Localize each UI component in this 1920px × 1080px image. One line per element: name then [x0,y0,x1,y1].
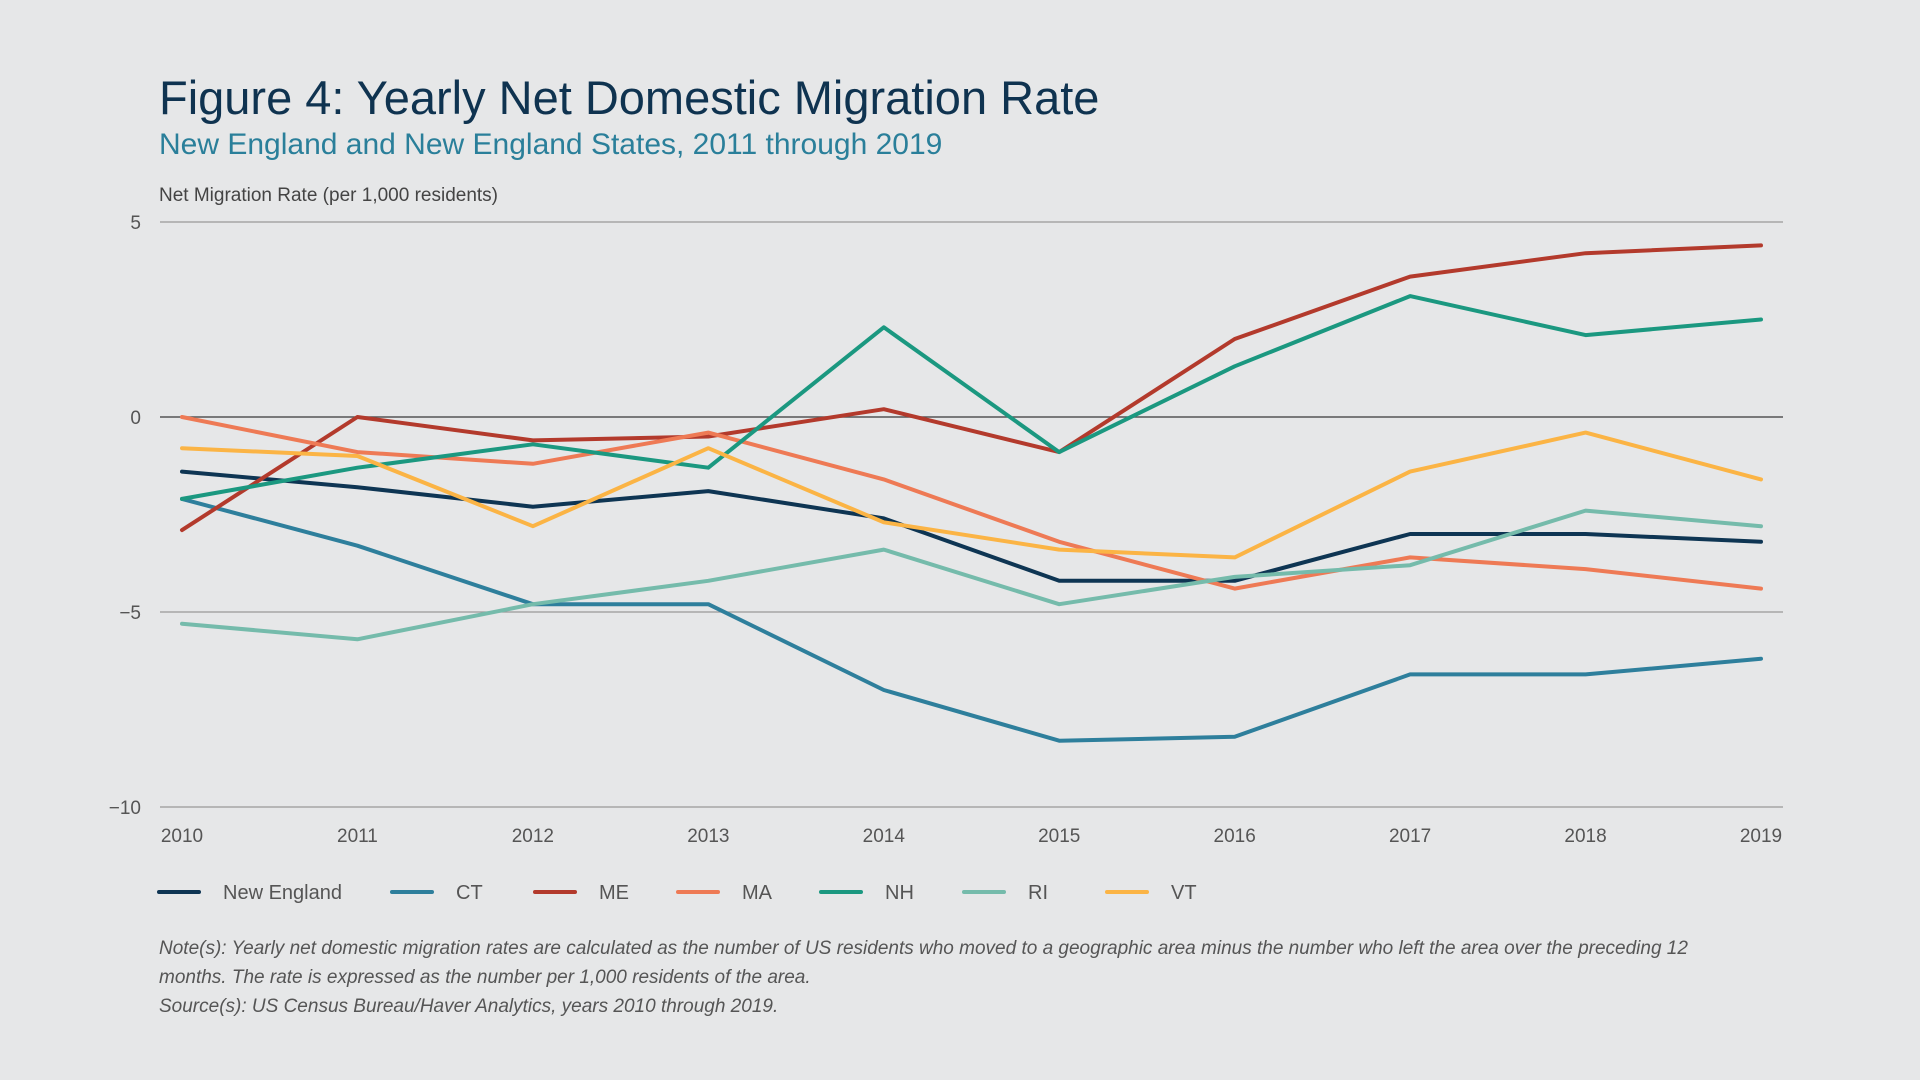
y-tick-label: 5 [130,213,141,234]
series-line-me [180,243,1763,533]
y-axis-ticks: 5 0 −5 −10 [109,213,141,819]
gridlines [160,221,1783,808]
x-tick-label: 2017 [1389,826,1431,847]
notes: Note(s): Yearly net domestic migration r… [159,934,1759,1021]
series-line-new-england [180,469,1763,583]
series-line-ma [180,415,1763,591]
y-tick-label: −5 [119,603,141,624]
x-tick-label: 2019 [1740,826,1782,847]
legend-label-ri: RI [1028,882,1048,904]
legend-label-ma: MA [742,882,773,904]
legend-label-nh: NH [885,882,914,904]
x-tick-label: 2011 [337,826,378,847]
y-axis-title: Net Migration Rate (per 1,000 residents) [159,185,498,206]
y-tick-label: 0 [130,408,141,429]
x-tick-label: 2015 [1038,826,1080,847]
x-axis-ticks: 2010 2011 2012 2013 2014 2015 2016 2017 2018 2019 [161,826,1782,847]
series-line-nh [180,294,1763,501]
x-tick-label: 2013 [687,826,729,847]
legend-label-new-england: New England [223,882,342,904]
x-tick-label: 2012 [512,826,554,847]
series-line-vt [180,430,1763,560]
chart-subtitle: New England and New England States, 2011… [159,128,943,161]
series-line-ri [180,508,1763,642]
legend-label-vt: VT [1171,882,1197,904]
chart-title: Figure 4: Yearly Net Domestic Migration … [159,71,1100,124]
x-tick-label: 2014 [863,826,906,847]
source-text: Source(s): US Census Bureau/Haver Analyt… [159,996,779,1017]
x-tick-label: 2010 [161,826,203,847]
note-text: Note(s): Yearly net domestic migration r… [159,938,1688,988]
series-lines [180,243,1763,743]
x-tick-label: 2016 [1214,826,1256,847]
legend-label-me: ME [599,882,629,904]
y-tick-label: −10 [109,798,141,819]
legend-label-ct: CT [456,882,483,904]
x-tick-label: 2018 [1564,826,1606,847]
series-line-ct [180,496,1763,743]
legend: New England CT ME MA NH RI VT [157,882,1197,904]
